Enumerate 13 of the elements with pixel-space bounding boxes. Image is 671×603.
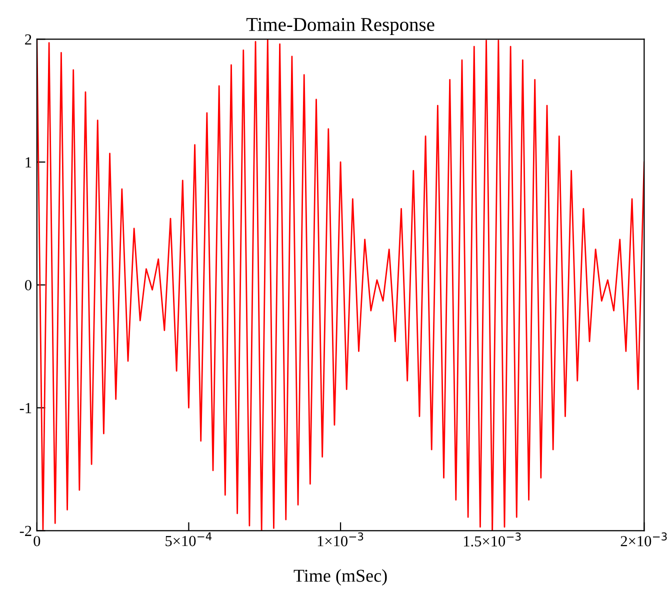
- y-tick-label: -1: [20, 402, 32, 414]
- x-tick-label: 0: [34, 536, 40, 546]
- x-tick-label: 1.5×10$^{−3}$: [464, 532, 521, 547]
- x-tick-label: 5×10$^{−4}$: [166, 532, 212, 546]
- x-tick-label: 1×10$^{−3}$: [318, 532, 364, 546]
- y-tick-label: 0: [24, 280, 32, 290]
- y-tick-label: -2: [20, 526, 32, 536]
- x-tick-label: 2×10$^{−3}$: [620, 532, 667, 546]
- chart-title: Time-Domain Response: [246, 18, 434, 36]
- x-axis-title: Time (mSec): [294, 569, 387, 586]
- y-tick-label: 1: [26, 157, 32, 168]
- y-tick-label: 2: [25, 34, 32, 44]
- line-series: [36, 39, 644, 531]
